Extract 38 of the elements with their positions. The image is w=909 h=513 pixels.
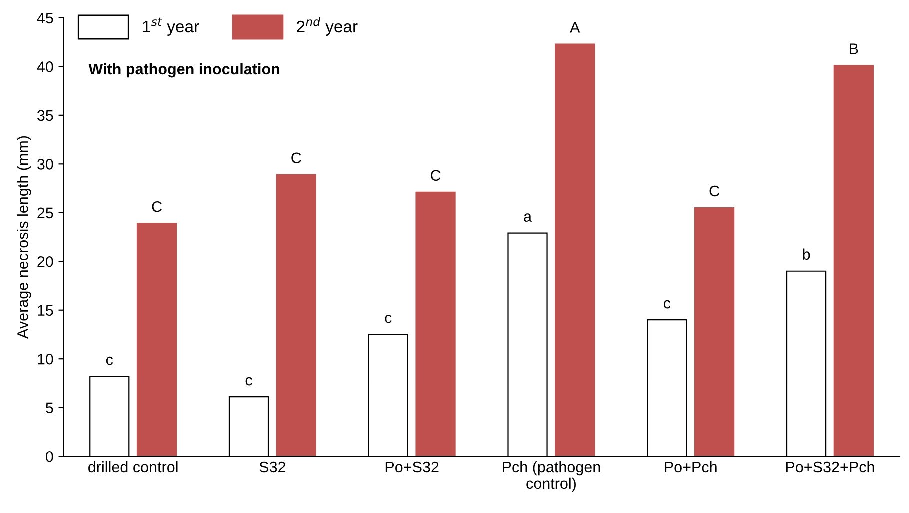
y-tick-label: 20: [38, 256, 54, 268]
y-axis-title: Average necrosis length (mm): [17, 136, 32, 339]
bar: [555, 44, 596, 457]
data-label: c: [246, 377, 252, 386]
x-tick-label: Po+S32: [386, 462, 439, 473]
data-label: c: [106, 356, 114, 366]
bar: [276, 174, 316, 457]
y-tick-label: 0: [46, 451, 54, 462]
x-tick-label: drilled control: [88, 461, 178, 473]
y-tick-label: 45: [37, 12, 54, 24]
y-tick-label: 30: [38, 159, 54, 170]
bar: [694, 207, 735, 457]
annotation: With pathogen inoculation: [88, 63, 280, 78]
data-label: C: [431, 170, 441, 182]
x-tick-label: Pch (pathogen control): [503, 461, 600, 492]
y-tick-label: 10: [38, 354, 54, 365]
bar: [136, 223, 178, 457]
data-label: C: [292, 152, 302, 164]
y-tick-label: 25: [38, 208, 54, 219]
data-label: B: [850, 44, 858, 54]
data-label: C: [710, 186, 720, 197]
data-label: C: [152, 201, 162, 212]
x-tick-label: Po+Pch: [665, 461, 717, 473]
data-label: A: [570, 22, 580, 33]
bar: [834, 65, 874, 457]
y-tick-label: 35: [38, 110, 54, 122]
y-tick-label: 5: [46, 402, 54, 414]
data-label: b: [803, 248, 810, 260]
data-label: a: [524, 214, 532, 222]
data-label: c: [385, 315, 392, 324]
data-label: c: [664, 300, 671, 309]
bar: [416, 192, 456, 457]
legend-label: 1$^{st}$ year: [143, 18, 200, 36]
x-tick-label: S32: [260, 462, 286, 473]
y-tick-label: 15: [38, 305, 54, 316]
y-tick-label: 40: [37, 62, 54, 72]
legend-label: 2$^{nd}$ year: [297, 17, 358, 36]
x-tick-label: Po+S32+Pch: [786, 461, 874, 473]
